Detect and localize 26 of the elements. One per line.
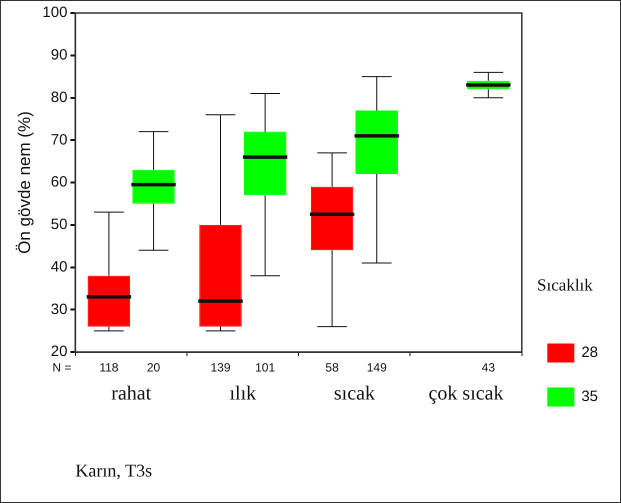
text: 20: [146, 360, 160, 374]
y-tick-label: 80: [50, 88, 68, 106]
y-tick-label: 40: [50, 258, 68, 276]
y-tick-label: 20: [50, 343, 68, 360]
y-axis-title: Ön gövde nem (%): [14, 111, 34, 254]
text: 101: [255, 360, 276, 374]
legend-label: 28: [581, 344, 598, 362]
text: 58: [325, 360, 339, 374]
y-tick-label: 70: [50, 131, 68, 148]
text: 118: [99, 360, 118, 374]
text: Karın, T3s: [75, 460, 152, 481]
x-tick-label: çok sıcak: [428, 382, 504, 404]
text: 43: [482, 360, 496, 374]
x-tick-label: rahat: [111, 382, 152, 404]
y-tick-label: 50: [50, 216, 68, 234]
y-tick-label: 90: [50, 46, 68, 64]
legend-label: 35: [581, 388, 598, 406]
text: 139: [210, 360, 231, 374]
x-tick-label: ılık: [229, 382, 256, 404]
text: 149: [366, 360, 387, 374]
legend-title: Sıcaklık: [537, 276, 594, 295]
y-tick-label: 100: [42, 4, 68, 22]
x-tick-label: sıcak: [334, 382, 375, 404]
y-tick-label: 30: [50, 300, 68, 318]
text: N =: [52, 360, 72, 374]
y-tick-label: 60: [50, 174, 68, 191]
